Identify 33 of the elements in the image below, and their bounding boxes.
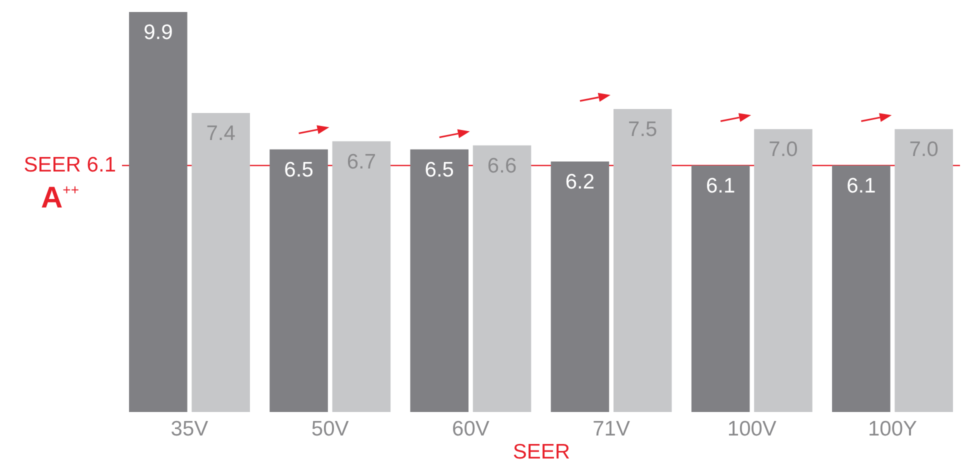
bar xyxy=(270,149,328,412)
bar xyxy=(332,141,391,412)
data-label: 7.0 xyxy=(768,138,798,162)
x-tick-label: 35V xyxy=(170,418,208,440)
bar xyxy=(129,12,188,412)
bar xyxy=(472,145,532,412)
x-tick-label: 100Y xyxy=(868,418,918,440)
bar xyxy=(192,113,250,412)
data-label: 6.5 xyxy=(284,158,314,182)
x-tick-label: 100V xyxy=(727,418,776,440)
data-label: 6.1 xyxy=(846,174,876,198)
x-tick-label: 60V xyxy=(452,418,490,440)
x-tick-label: 71V xyxy=(592,418,630,440)
data-label: 6.5 xyxy=(424,158,454,182)
bar xyxy=(691,166,750,412)
bar xyxy=(410,149,469,412)
data-label: 9.9 xyxy=(144,21,173,44)
bar xyxy=(754,129,812,412)
ref-line-label: SEER 6.1 xyxy=(24,154,116,177)
data-label: 7.0 xyxy=(909,138,938,162)
data-label: 7.4 xyxy=(206,122,236,146)
data-label: 7.5 xyxy=(628,118,658,141)
bar xyxy=(894,129,953,412)
data-label: 6.7 xyxy=(346,150,376,174)
bar xyxy=(832,166,890,412)
bar xyxy=(613,108,672,412)
x-axis-title: SEER xyxy=(512,440,570,464)
data-label: 6.1 xyxy=(706,174,736,198)
data-label: 6.6 xyxy=(487,154,517,178)
data-label: 6.2 xyxy=(565,170,595,194)
bar xyxy=(550,161,610,412)
x-tick-label: 50V xyxy=(311,418,349,440)
text: A$^{++}$ xyxy=(40,182,80,215)
